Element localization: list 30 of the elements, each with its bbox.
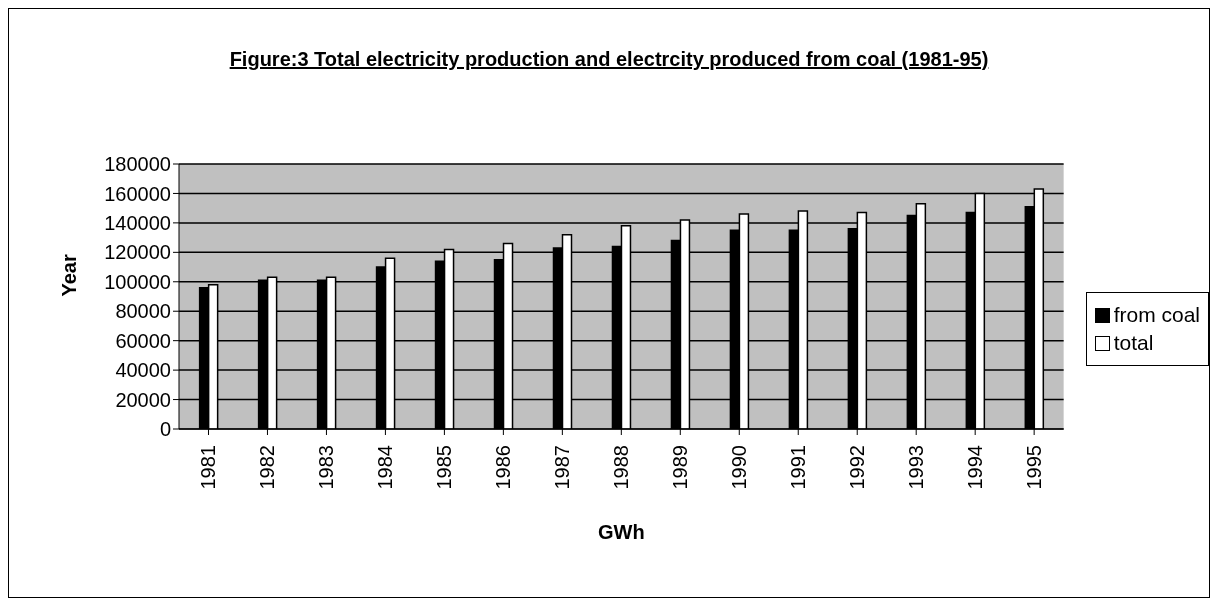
y-tick-label: 160000 — [104, 182, 171, 205]
x-tick-label: 1985 — [433, 445, 456, 490]
chart-title: Figure:3 Total electricity production and electrcity produced from coal (1981-95) — [228, 47, 990, 71]
x-tick-label: 1986 — [492, 445, 515, 490]
x-tick-label: 1991 — [787, 445, 810, 490]
y-tick-label: 140000 — [104, 211, 171, 234]
y-tick-label: 60000 — [115, 329, 171, 352]
x-tick-label: 1982 — [256, 445, 279, 490]
x-tick-label: 1990 — [728, 445, 751, 490]
y-tick-label: 80000 — [115, 300, 171, 323]
x-tick-label: 1981 — [197, 445, 220, 490]
y-tick-label: 120000 — [104, 241, 171, 264]
x-tick-label: 1992 — [846, 445, 869, 490]
x-tick-label: 1983 — [315, 445, 338, 490]
x-tick-label: 1993 — [905, 445, 928, 490]
y-axis-title: Year — [58, 254, 81, 297]
x-axis-title: GWh — [597, 521, 645, 543]
x-tick-label: 1984 — [374, 445, 397, 490]
legend-label: total — [1113, 331, 1154, 355]
legend-label: from coal — [1113, 303, 1200, 327]
x-tick-label: 1995 — [1023, 445, 1046, 490]
y-tick-label: 20000 — [115, 388, 171, 411]
y-tick-label: 0 — [159, 418, 171, 441]
y-tick-label: 40000 — [115, 359, 171, 382]
x-tick-label: 1989 — [669, 445, 692, 490]
y-tick-label: 180000 — [104, 153, 171, 176]
y-tick-label: 100000 — [104, 270, 171, 293]
x-tick-label: 1987 — [551, 445, 574, 490]
x-tick-label: 1994 — [964, 445, 987, 490]
x-tick-label: 1988 — [610, 445, 633, 490]
